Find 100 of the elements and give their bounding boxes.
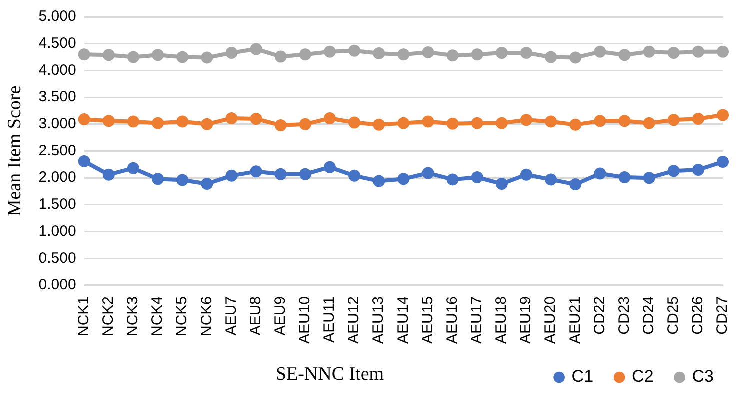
x-tick-label: AEU13 [370, 296, 388, 344]
point [152, 49, 164, 62]
point [152, 173, 164, 186]
point [618, 49, 631, 62]
point [102, 115, 115, 128]
x-axis-title: SE-NNC Item [274, 364, 386, 386]
point [176, 51, 189, 64]
point [618, 172, 631, 184]
x-tick-label: CD25 [665, 296, 682, 335]
x-tick-label: AEU17 [468, 296, 486, 344]
point [127, 51, 140, 64]
x-tick-label: AEU14 [394, 296, 412, 344]
point [348, 170, 361, 182]
x-tick-label: AEU16 [444, 296, 461, 344]
point [594, 115, 606, 128]
point [520, 114, 532, 126]
point [668, 46, 680, 59]
point [373, 118, 386, 131]
point [471, 172, 484, 184]
legend-label: C3 [692, 367, 714, 386]
x-tick-label: NCK5 [174, 296, 191, 336]
point [545, 116, 558, 128]
point [446, 50, 459, 62]
y-tick-label: 5.000 [38, 8, 76, 26]
point [692, 164, 704, 176]
point [643, 172, 656, 184]
point [422, 167, 434, 180]
point [520, 46, 532, 59]
point [324, 46, 336, 58]
point [226, 112, 238, 124]
point [348, 116, 361, 129]
point [594, 46, 606, 58]
point [250, 166, 262, 178]
x-tick-label: AEU9 [272, 296, 289, 336]
x-tick-label: NCK6 [198, 296, 216, 336]
x-tick-label: CD22 [591, 296, 608, 335]
x-tick-label: AEU11 [321, 296, 338, 343]
x-tick-label: AEU18 [493, 296, 510, 344]
point [250, 43, 262, 56]
y-tick-label: 1.000 [38, 222, 76, 240]
x-tick-label: CD26 [690, 296, 707, 335]
point [570, 118, 582, 131]
point [274, 168, 287, 180]
legend-label: C1 [572, 367, 594, 386]
point [471, 117, 484, 130]
point [127, 116, 140, 128]
point [668, 165, 680, 178]
point [127, 162, 140, 174]
point [398, 48, 410, 61]
point [299, 48, 312, 61]
x-tick-label: AEU12 [346, 296, 363, 344]
point [496, 178, 508, 190]
x-tick-label: CD27 [714, 296, 732, 335]
x-tick-label: AEU10 [296, 296, 314, 344]
point [226, 46, 238, 59]
point [471, 48, 484, 61]
point [176, 116, 189, 128]
point [201, 118, 214, 130]
point [422, 46, 434, 58]
point [717, 156, 729, 168]
point [398, 173, 410, 186]
y-tick-label: 2.000 [38, 169, 76, 186]
point [570, 52, 582, 64]
point [398, 117, 410, 130]
point [78, 48, 90, 61]
point [274, 119, 287, 132]
y-tick-label: 0.500 [38, 250, 76, 267]
point [717, 109, 729, 122]
x-tick-label: AEU15 [419, 296, 436, 344]
y-tick-label: 0.000 [38, 276, 76, 294]
point [373, 48, 386, 60]
legend-label: C2 [632, 367, 654, 386]
point [496, 46, 508, 59]
point [373, 175, 386, 188]
point [348, 44, 361, 57]
point [643, 117, 656, 130]
y-tick-label: 3.000 [38, 116, 76, 133]
y-tick-label: 1.500 [38, 196, 76, 214]
point [324, 161, 336, 174]
point [446, 118, 459, 130]
point [496, 117, 508, 130]
point [102, 168, 115, 181]
point [545, 51, 558, 64]
point [717, 46, 729, 58]
y-tick-label: 2.500 [38, 142, 76, 160]
point [299, 118, 312, 130]
x-tick-label: NCK3 [124, 296, 142, 336]
point [446, 174, 459, 186]
point [226, 170, 238, 182]
point [520, 168, 532, 181]
point [545, 174, 558, 186]
point [78, 155, 90, 168]
x-tick-label: NCK2 [100, 296, 118, 336]
point [102, 49, 115, 62]
point [250, 113, 262, 126]
point [176, 174, 189, 186]
point [668, 114, 680, 126]
x-tick-label: CD23 [616, 296, 633, 335]
point [274, 50, 287, 63]
x-tick-label: CD24 [640, 296, 658, 335]
